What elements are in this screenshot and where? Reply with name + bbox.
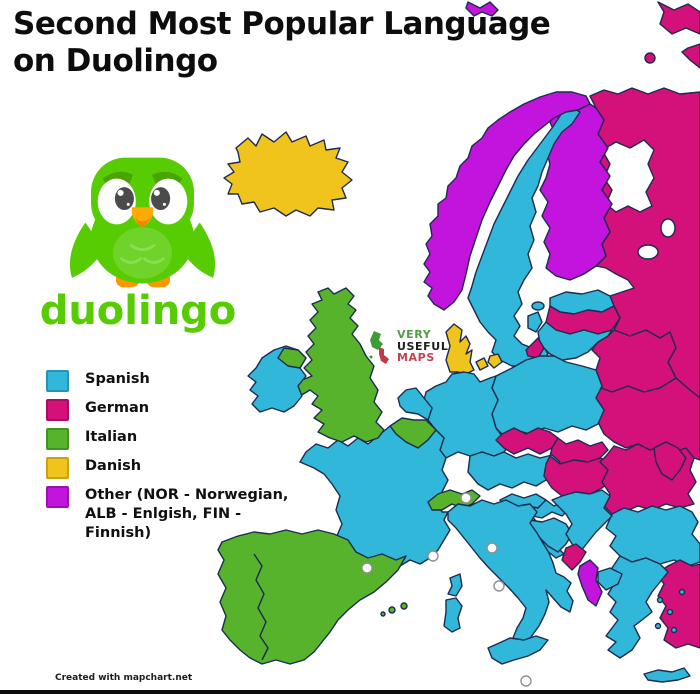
legend-swatch-spanish <box>46 370 69 392</box>
marker-liechtenstein <box>460 492 472 504</box>
country-norway <box>423 91 591 311</box>
border-portugal-spain <box>253 553 269 661</box>
country-iceland <box>223 131 353 217</box>
legend-item-other: Other (NOR - Norwegian, ALB - Enlgish, F… <box>46 486 316 543</box>
duolingo-wordmark: duolingo <box>39 288 237 334</box>
page-title-line1: Second Most Popular Language <box>13 6 551 42</box>
country-sweden <box>467 103 581 367</box>
legend-item-spanish: Spanish <box>46 370 316 392</box>
country-north-macedonia <box>597 567 623 591</box>
page-title: Second Most Popular Language on Duolingo <box>13 6 551 80</box>
duolingo-logo <box>55 150 230 297</box>
country-netherlands <box>397 387 433 421</box>
aegean-island <box>656 596 664 604</box>
legend-label: Other (NOR - Norwegian, ALB - Enlgish, F… <box>85 487 289 541</box>
country-poland <box>491 355 605 437</box>
legend-swatch-danish <box>46 457 69 479</box>
country-novaya-zemlya <box>657 1 700 35</box>
country-novaya-zemlya-south <box>681 43 700 69</box>
country-balearic-island <box>388 606 396 614</box>
country-kaliningrad <box>525 337 545 359</box>
marker-san-marino <box>486 542 498 554</box>
legend-label: German <box>85 400 150 416</box>
country-denmark-zealand <box>487 353 503 369</box>
country-northern-ireland <box>277 347 307 369</box>
watermark-line2: USEFUL <box>397 339 449 353</box>
mapchart-credit: Created with mapchart.net <box>55 673 193 683</box>
marker-vatican <box>493 580 505 592</box>
country-saaremaa <box>531 301 545 311</box>
lake-onega <box>660 218 676 238</box>
bottom-border-line <box>0 690 700 694</box>
country-finland <box>539 95 613 281</box>
country-albania <box>577 559 603 607</box>
country-balearic-island <box>380 611 386 617</box>
map-legend: Spanish German Italian Danish Other (NOR… <box>46 370 316 543</box>
country-corsica <box>447 573 463 597</box>
legend-label: Italian <box>85 429 138 445</box>
country-italy <box>447 499 574 645</box>
country-denmark <box>445 323 475 375</box>
aegean-island <box>678 588 686 596</box>
country-gotland <box>527 311 543 333</box>
marker-malta <box>520 675 532 687</box>
aegean-island <box>666 608 674 616</box>
country-sicily <box>487 635 549 665</box>
country-sardinia <box>443 597 463 633</box>
marker-monaco <box>427 550 439 562</box>
watermark-line3: MAPS <box>397 351 435 364</box>
very-useful-maps-text: VERY USEFUL MAPS <box>397 329 448 364</box>
legend-swatch-other <box>46 486 69 508</box>
very-useful-maps-watermark: VERY USEFUL MAPS <box>366 329 448 365</box>
country-denmark-funen <box>475 357 489 371</box>
watermark-line1: VERY <box>397 328 432 341</box>
country-kolguyev-island <box>644 52 656 64</box>
country-serbia <box>551 489 613 553</box>
legend-item-italian: Italian <box>46 428 316 450</box>
legend-swatch-german <box>46 399 69 421</box>
country-united-kingdom <box>293 287 385 443</box>
legend-label: Danish <box>85 458 142 474</box>
legend-label: Spanish <box>85 371 150 387</box>
lake-ladoga <box>637 244 659 260</box>
country-spain-portugal <box>217 529 407 665</box>
duolingo-owl-icon <box>69 157 216 288</box>
country-bulgaria <box>605 505 700 567</box>
border-russia-belarus-ukraine <box>595 329 700 399</box>
white-sea <box>601 139 655 213</box>
country-svalbard <box>465 1 499 17</box>
legend-item-danish: Danish <box>46 457 316 479</box>
very-useful-maps-icon <box>369 331 389 364</box>
legend-swatch-italian <box>46 428 69 450</box>
country-crete <box>643 667 691 683</box>
country-moldova <box>653 441 687 481</box>
aegean-island <box>654 622 662 630</box>
aegean-island <box>670 626 678 634</box>
country-greece <box>605 555 669 659</box>
page-title-line2: on Duolingo <box>13 43 218 79</box>
legend-item-german: German <box>46 399 316 421</box>
marker-andorra <box>361 562 373 574</box>
country-montenegro <box>561 543 587 571</box>
country-turkey <box>655 559 700 649</box>
country-balearic-island <box>400 602 408 610</box>
